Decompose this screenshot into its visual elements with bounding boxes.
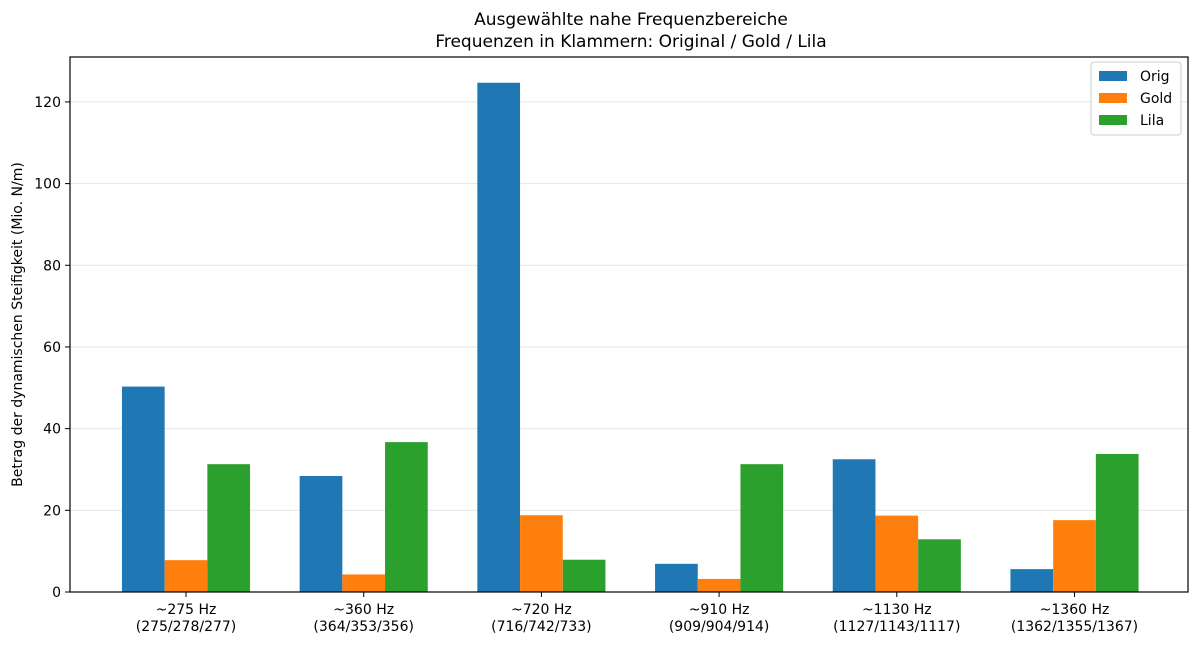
x-tick-label: ~910 Hz xyxy=(689,602,750,618)
x-tick-label: ~360 Hz xyxy=(333,602,394,618)
bar-gold-5 xyxy=(1053,520,1096,592)
x-tick-label-detail: (909/904/914) xyxy=(669,619,770,635)
x-axis: ~275 Hz(275/278/277) ~360 Hz(364/353/356)… xyxy=(136,592,1138,635)
y-axis: 0 20 40 60 80 100 120 xyxy=(34,95,70,601)
x-tick-label: ~275 Hz xyxy=(156,602,217,618)
x-tick-label-detail: (1127/1143/1117) xyxy=(833,619,960,635)
bar-gold-4 xyxy=(875,515,919,592)
legend-swatch-orig xyxy=(1099,71,1127,81)
legend-swatch-lila xyxy=(1099,115,1127,125)
x-tick-label-detail: (275/278/277) xyxy=(136,619,237,635)
y-tick-label: 0 xyxy=(52,585,61,601)
bar-lila-5 xyxy=(1095,453,1139,592)
y-tick-label: 60 xyxy=(43,340,61,356)
grid-lines xyxy=(70,101,1188,511)
x-tick-label-detail: (1362/1355/1367) xyxy=(1011,619,1138,635)
bar-orig-5 xyxy=(1010,569,1054,592)
x-tick-label: ~720 Hz xyxy=(511,602,572,618)
bar-lila-3 xyxy=(740,464,784,592)
legend-label-orig: Orig xyxy=(1140,69,1170,85)
y-axis-label: Betrag der dynamischen Steifigkeit (Mio.… xyxy=(10,162,26,487)
bar-lila-2 xyxy=(562,559,606,592)
bars-group xyxy=(121,82,1139,592)
x-tick-label: ~1130 Hz xyxy=(862,602,932,618)
bar-orig-4 xyxy=(832,459,876,592)
bar-orig-3 xyxy=(655,563,698,592)
y-tick-label: 100 xyxy=(34,177,61,193)
y-tick-label: 40 xyxy=(43,422,61,438)
bar-gold-3 xyxy=(697,578,741,592)
legend-label-lila: Lila xyxy=(1140,113,1164,129)
legend-swatch-gold xyxy=(1099,93,1127,103)
bar-orig-0 xyxy=(121,386,165,592)
chart-subtitle: Frequenzen in Klammern: Original / Gold … xyxy=(435,32,826,52)
y-tick-label: 80 xyxy=(43,258,61,274)
y-tick-label: 20 xyxy=(43,503,61,519)
chart-title: Ausgewählte nahe Frequenzbereiche xyxy=(474,10,788,30)
legend: Orig Gold Lila xyxy=(1090,61,1182,136)
legend-label-gold: Gold xyxy=(1140,91,1172,107)
bar-lila-4 xyxy=(918,539,961,592)
bar-gold-0 xyxy=(164,560,208,592)
bar-lila-1 xyxy=(385,442,428,592)
y-tick-label: 120 xyxy=(34,95,61,111)
bar-gold-2 xyxy=(520,515,563,592)
bar-orig-2 xyxy=(477,82,521,592)
plot-frame xyxy=(69,56,1189,593)
x-tick-label: ~1360 Hz xyxy=(1040,602,1110,618)
x-tick-label-detail: (716/742/733) xyxy=(491,619,592,635)
bar-gold-1 xyxy=(342,574,386,592)
x-tick-label-detail: (364/353/356) xyxy=(313,619,414,635)
bar-orig-1 xyxy=(299,476,343,592)
bar-lila-0 xyxy=(207,464,251,592)
